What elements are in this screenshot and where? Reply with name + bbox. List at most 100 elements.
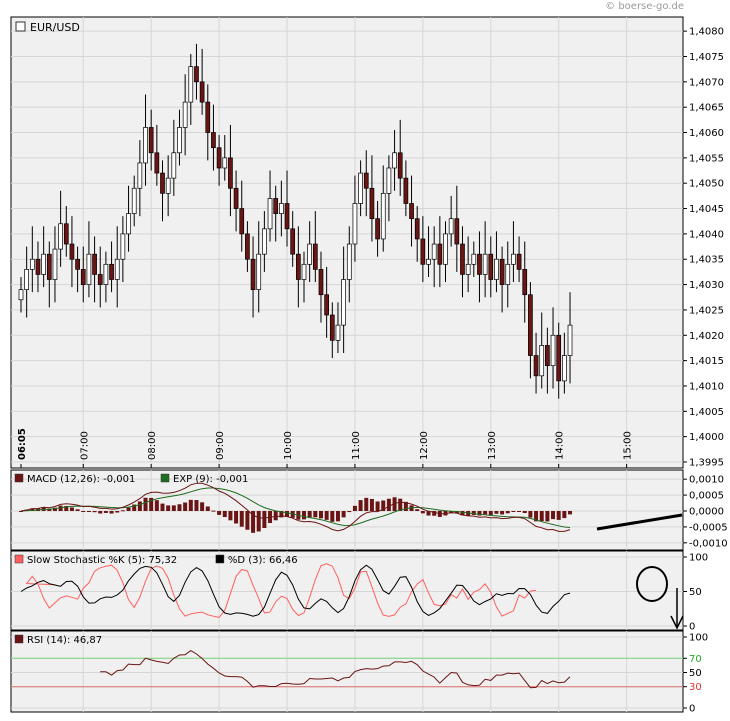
macd-bar	[562, 511, 567, 519]
legend-swatch	[215, 554, 225, 564]
y-tick-label: 70	[689, 654, 702, 665]
macd-bar	[81, 511, 86, 512]
candle	[131, 175, 137, 227]
macd-bar	[86, 511, 91, 512]
candle-body	[409, 203, 414, 220]
macd-bar	[375, 501, 380, 511]
candle-body	[143, 127, 148, 164]
macd-bar	[415, 509, 420, 511]
candle-body	[301, 263, 307, 280]
x-tick-label: 07:00	[79, 431, 90, 460]
rsi-line	[100, 650, 571, 689]
annotation-arrow-head	[670, 615, 684, 630]
candle-body	[171, 152, 177, 179]
macd-bar	[534, 511, 539, 522]
candle-body	[216, 147, 222, 169]
macd-bar	[313, 511, 318, 518]
y-tick-label: 1,4035	[689, 255, 724, 266]
candle-body	[460, 243, 465, 275]
candle	[262, 211, 267, 272]
candle-body	[295, 253, 301, 280]
candle	[205, 84, 211, 161]
macd-bar	[132, 504, 137, 511]
candle-body	[482, 253, 488, 275]
macd-bar	[568, 511, 573, 515]
candle-body	[137, 162, 143, 189]
y-tick-label: 1,4005	[689, 407, 724, 418]
macd-bar	[392, 497, 397, 511]
candle	[211, 104, 216, 171]
macd-bar	[318, 511, 323, 519]
macd-bar	[194, 500, 199, 511]
candle-body	[448, 218, 454, 235]
candle	[533, 332, 539, 394]
y-tick-label: 1,4025	[689, 305, 724, 316]
candle-body	[477, 253, 482, 275]
candle	[160, 160, 165, 222]
candle	[165, 155, 171, 217]
macd-bar	[454, 511, 459, 514]
candle	[120, 216, 126, 283]
candle	[143, 94, 148, 186]
macd-bar	[251, 511, 256, 533]
candle	[182, 74, 188, 156]
macd-bar	[149, 497, 154, 511]
macd-bar	[483, 511, 488, 515]
legend-swatch	[14, 473, 24, 483]
macd-bar	[160, 503, 165, 511]
candle-body	[307, 243, 313, 265]
macd-bar	[517, 511, 522, 512]
y-tick-label: 1,4030	[689, 280, 724, 291]
candle	[460, 226, 465, 298]
macd-bar	[222, 511, 227, 518]
candle	[465, 236, 471, 293]
candle-body	[318, 269, 324, 296]
candle-body	[239, 208, 245, 235]
candle-body	[86, 253, 92, 285]
macd-bar	[58, 505, 63, 511]
candle-body	[358, 172, 363, 204]
candle-body	[369, 187, 375, 220]
candle-body	[539, 345, 545, 377]
x-tick-label: 10:00	[283, 431, 294, 460]
candle-body	[443, 233, 448, 265]
y-tick-label: 1,4040	[689, 229, 724, 240]
candle	[126, 185, 131, 252]
macd-bar	[200, 502, 205, 511]
macd-bar	[302, 511, 306, 520]
x-tick-label: 09:00	[215, 431, 226, 460]
candle	[329, 302, 335, 359]
candle	[273, 185, 279, 242]
candle	[341, 246, 346, 354]
macd-bar	[98, 511, 103, 514]
candles	[18, 43, 573, 399]
candle	[550, 307, 556, 389]
x-tick-label: 08:00	[147, 431, 158, 460]
candle	[29, 226, 35, 293]
candle-body	[403, 177, 409, 204]
annotation-circle	[636, 566, 668, 602]
candle	[103, 251, 109, 303]
candle-body	[177, 127, 182, 154]
candle	[137, 140, 143, 217]
candle	[556, 322, 562, 399]
macd-bar	[273, 511, 278, 521]
macd-bar	[109, 511, 114, 514]
candle-body	[256, 253, 262, 291]
candle-body	[329, 314, 335, 341]
candle-body	[52, 248, 58, 280]
legend-swatch	[15, 21, 26, 32]
macd-bar	[358, 500, 363, 511]
macd-bar	[341, 511, 346, 518]
candle-body	[148, 127, 154, 154]
candle-body	[24, 269, 30, 291]
candle	[58, 190, 63, 267]
macd-bar	[460, 511, 465, 516]
legend-label: %D (3): 66,46	[228, 555, 298, 566]
candle	[63, 206, 69, 257]
candle-body	[465, 263, 471, 275]
legend-swatch	[14, 634, 24, 644]
legend-label: Slow Stochastic %K (5): 75,32	[27, 555, 177, 566]
candle-body	[420, 238, 426, 265]
candle	[245, 221, 250, 272]
